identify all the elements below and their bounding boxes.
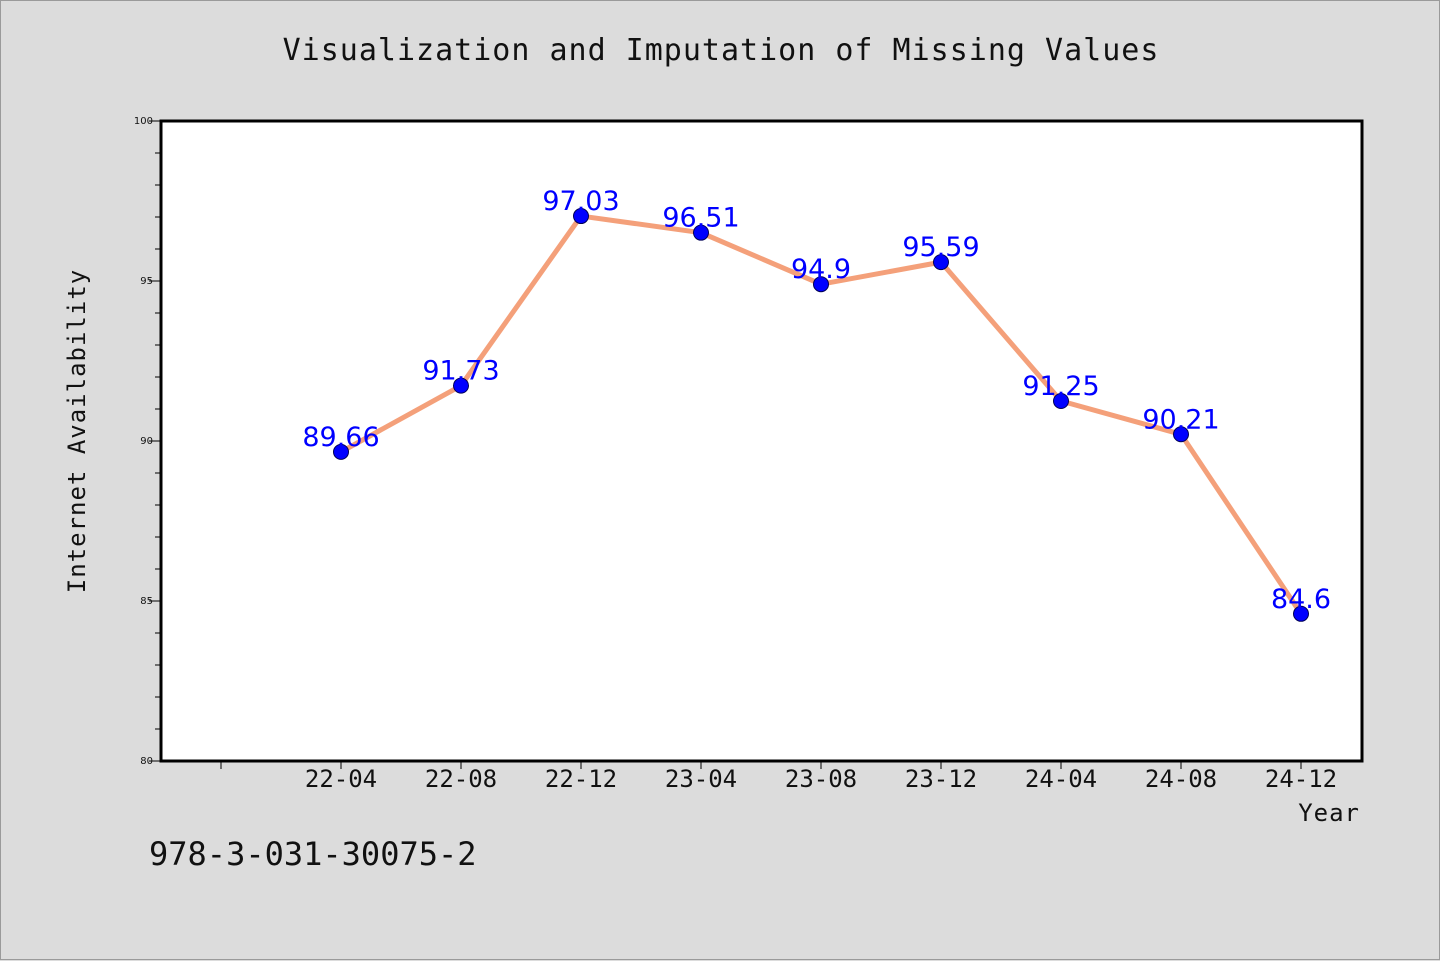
data-label: 97.03	[542, 186, 619, 217]
data-point	[1053, 393, 1069, 409]
x-tick-label: 24-08	[1145, 765, 1217, 793]
y-axis-title: Internet Availability	[63, 269, 91, 593]
data-label: 95.59	[902, 232, 979, 263]
data-point	[333, 443, 349, 460]
x-tick-label: 22-04	[305, 765, 377, 793]
y-tick-label: 95	[140, 276, 153, 287]
data-label: 91.25	[1022, 371, 1099, 402]
x-tick-label: 23-04	[665, 765, 737, 793]
data-label: 96.51	[662, 203, 739, 234]
data-point	[453, 377, 469, 394]
x-tick-label: 22-12	[545, 765, 617, 793]
plot-frame	[159, 119, 1364, 763]
data-label: 94.9	[791, 254, 851, 285]
y-tick-label: 85	[140, 596, 153, 607]
x-tick-label: 22-08	[425, 765, 497, 793]
chart-title: Visualization and Imputation of Missing …	[282, 33, 1160, 68]
y-tick-label: 90	[140, 436, 153, 447]
data-label: 90.21	[1142, 404, 1219, 435]
x-tick-label: 24-04	[1025, 765, 1097, 793]
isbn-annotation: 978-3-031-30075-2	[149, 835, 477, 873]
data-point	[813, 276, 829, 293]
data-label: 89.66	[302, 422, 379, 453]
y-tick-label: 80	[140, 756, 153, 767]
data-point	[1173, 426, 1189, 443]
data-label: 91.73	[422, 356, 499, 387]
x-axis-title: Year	[1298, 799, 1360, 827]
x-tick-label: 23-08	[785, 765, 857, 793]
x-tick-label: 24-12	[1265, 765, 1337, 793]
data-point	[573, 208, 589, 225]
data-point	[693, 224, 709, 241]
y-tick-label: 100	[134, 116, 153, 127]
data-label: 84.6	[1271, 584, 1331, 615]
x-tick-label: 23-12	[905, 765, 977, 793]
data-point	[933, 254, 949, 271]
data-point	[1293, 605, 1309, 622]
